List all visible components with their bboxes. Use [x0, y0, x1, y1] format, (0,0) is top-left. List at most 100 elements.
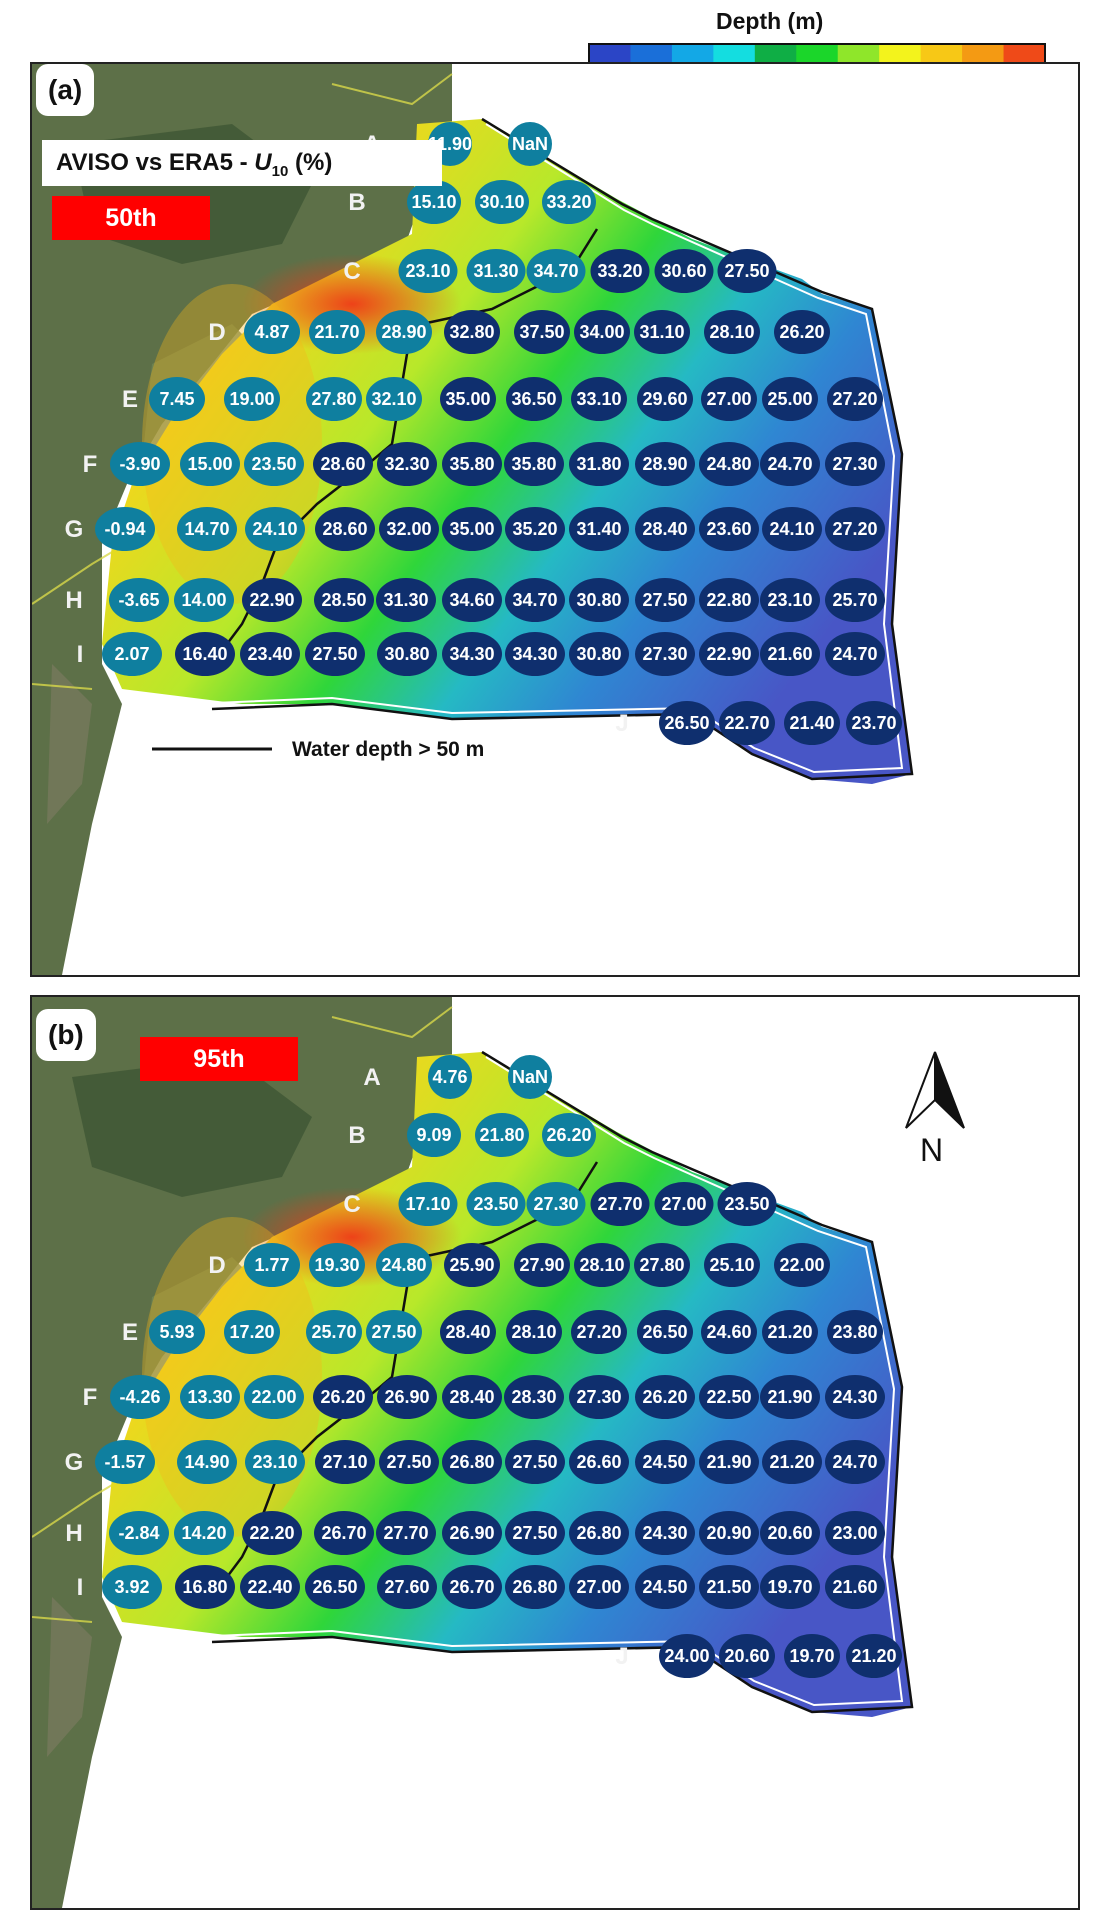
station-marker-dot: [444, 310, 500, 354]
station-marker-dot: [504, 1375, 564, 1419]
station-marker-dot: [704, 1243, 760, 1287]
station-marker: 3.92: [102, 1565, 162, 1609]
station-value: 25.90: [449, 1255, 494, 1275]
station-value: 9.09: [416, 1125, 451, 1145]
panel-letter-a: (a): [36, 64, 95, 116]
station-marker: 27.50: [717, 249, 777, 293]
station-value: 14.70: [184, 519, 229, 539]
station-value: 26.80: [576, 1523, 621, 1543]
station-value: 27.60: [384, 1577, 429, 1597]
station-marker-dot: [175, 1565, 235, 1609]
row-label-d: D: [208, 319, 225, 346]
station-value: 13.30: [187, 1387, 232, 1407]
station-value: 26.90: [449, 1523, 494, 1543]
station-marker: 24.60: [701, 1310, 757, 1354]
station-value: 14.20: [181, 1523, 226, 1543]
station-marker: 22.70: [719, 701, 775, 745]
station-marker: 26.80: [442, 1440, 502, 1484]
station-value: 35.80: [511, 454, 556, 474]
station-value: 31.40: [576, 519, 621, 539]
station-marker: 24.70: [825, 632, 885, 676]
station-marker: -0.94: [95, 507, 155, 551]
station-value: 23.10: [405, 261, 450, 281]
station-marker: 19.30: [309, 1243, 365, 1287]
station-marker: 21.90: [699, 1440, 759, 1484]
station-marker: 21.20: [846, 1634, 902, 1678]
station-marker-dot: [659, 1634, 715, 1678]
station-value: 19.30: [314, 1255, 359, 1275]
station-marker-dot: [504, 442, 564, 486]
station-value: 27.70: [597, 1194, 642, 1214]
station-marker-dot: [95, 1440, 155, 1484]
station-marker-dot: [699, 632, 759, 676]
station-value: 20.60: [767, 1523, 812, 1543]
station-value: 16.40: [182, 644, 227, 664]
station-marker: 21.90: [760, 1375, 820, 1419]
station-marker-dot: [760, 632, 820, 676]
station-value: 27.10: [322, 1452, 367, 1472]
station-value: 21.90: [767, 1387, 812, 1407]
station-marker: 30.80: [569, 578, 629, 622]
station-marker: 30.80: [377, 632, 437, 676]
title-unit: (%): [288, 149, 333, 176]
station-marker: 35.00: [442, 507, 502, 551]
station-marker: 24.10: [245, 507, 305, 551]
station-marker: 27.30: [635, 632, 695, 676]
station-marker: 22.40: [240, 1565, 300, 1609]
station-marker-dot: [569, 578, 629, 622]
station-value: 34.70: [512, 590, 557, 610]
station-value: 14.90: [184, 1452, 229, 1472]
station-marker-dot: [760, 1511, 820, 1555]
map-panel-a: Water depth > 50 mABCDEFGHIJ11.90NaN15.1…: [30, 62, 1080, 977]
station-marker: 15.00: [180, 442, 240, 486]
map-panel-b: A B C D E F G H I J 4.76 NaN 9.09 21.80 26.20 17.10 23.5…: [30, 995, 1080, 1910]
station-marker-dot: [825, 1440, 885, 1484]
station-marker-dot: [442, 1565, 502, 1609]
station-value: 24.10: [769, 519, 814, 539]
station-marker: 27.80: [306, 377, 362, 421]
station-marker: 22.90: [699, 632, 759, 676]
station-value: 29.60: [642, 389, 687, 409]
station-marker-dot: [398, 249, 458, 293]
station-marker-dot: [590, 1182, 650, 1226]
station-value: 24.30: [642, 1523, 687, 1543]
station-marker: 34.70: [526, 249, 586, 293]
station-value: 25.10: [709, 1255, 754, 1275]
station-marker: 21.40: [784, 701, 840, 745]
station-marker-dot: [569, 507, 629, 551]
station-marker-dot: [574, 310, 630, 354]
station-marker-dot: [825, 578, 885, 622]
station-marker-dot: [654, 249, 714, 293]
station-value: 23.40: [247, 644, 292, 664]
station-value: 27.00: [661, 1194, 706, 1214]
station-value: 27.50: [642, 590, 687, 610]
station-marker-dot: [475, 1113, 529, 1157]
station-marker: -2.84: [109, 1511, 169, 1555]
station-value: 22.40: [247, 1577, 292, 1597]
station-marker-dot: [654, 1182, 714, 1226]
station-marker: -1.57: [95, 1440, 155, 1484]
station-value: 27.50: [386, 1452, 431, 1472]
station-value: 15.00: [187, 454, 232, 474]
station-value: 32.10: [371, 389, 416, 409]
row-label-e: E: [122, 1319, 138, 1346]
station-marker-dot: [514, 1243, 570, 1287]
station-marker: 27.50: [305, 632, 365, 676]
station-marker-dot: [440, 1310, 496, 1354]
station-marker: 27.70: [376, 1511, 436, 1555]
station-value: 21.20: [769, 1452, 814, 1472]
station-marker-dot: [442, 1440, 502, 1484]
station-marker: 21.20: [762, 1440, 822, 1484]
station-value: 30.10: [479, 192, 524, 212]
station-marker-dot: [444, 1243, 500, 1287]
station-value: 28.40: [445, 1322, 490, 1342]
station-marker: 31.30: [466, 249, 526, 293]
station-marker: -3.90: [110, 442, 170, 486]
title-sub: 10: [271, 162, 289, 180]
station-value: 35.80: [449, 454, 494, 474]
row-label-c: C: [343, 258, 360, 285]
station-marker: 27.00: [701, 377, 757, 421]
station-marker-dot: [245, 507, 305, 551]
station-marker-dot: [379, 507, 439, 551]
station-marker: 30.60: [654, 249, 714, 293]
